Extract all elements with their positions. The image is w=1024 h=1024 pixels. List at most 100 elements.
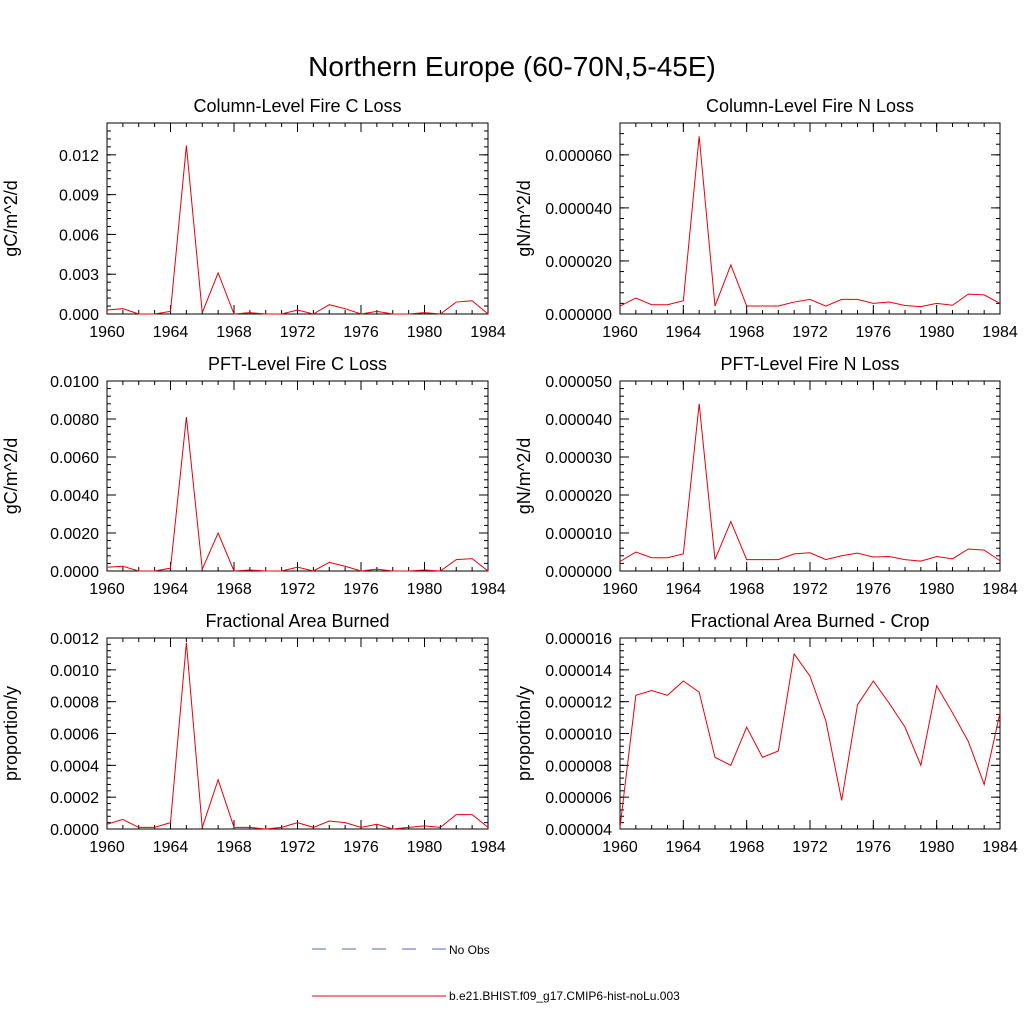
panel-pft-fire-n-loss: PFT-Level Fire N Loss 1960 1964 1968 1972 197… — [514, 354, 1018, 598]
y-tick-label: 0.000060 — [545, 148, 612, 165]
y-axis-label: gC/m^2/d — [1, 438, 21, 514]
y-tick-label: 0.003 — [59, 267, 99, 284]
x-tick-label: 1968 — [729, 839, 765, 856]
y-axis-label: proportion/y — [1, 686, 21, 781]
panel-title: PFT-Level Fire N Loss — [720, 354, 899, 374]
figure-title: Northern Europe (60-70N,5-45E) — [308, 51, 716, 82]
x-tick-label: 1964 — [153, 581, 189, 598]
y-tick-label: 0.000016 — [545, 631, 612, 648]
x-tick-label: 1976 — [856, 324, 892, 341]
series-line — [619, 403, 1001, 562]
y-tick-label: 0.0010 — [50, 663, 99, 680]
y-tick-label: 0.000006 — [545, 790, 612, 807]
x-tick-label: 1972 — [792, 324, 828, 341]
x-tick-label: 1980 — [407, 324, 443, 341]
x-tick-label: 1976 — [856, 839, 892, 856]
x-tick-label: 1968 — [216, 839, 252, 856]
legend-entry-model: b.e21.BHIST.f09_g17.CMIP6-hist-noLu.003 — [312, 989, 680, 1003]
series-line — [106, 642, 489, 830]
y-tick-label: 0.000008 — [545, 758, 612, 775]
panel-column-fire-c-loss: Column-Level Fire C Loss 1960 1964 1968 1972… — [1, 96, 506, 341]
x-tick-label: 1960 — [602, 581, 638, 598]
plot-frame — [619, 122, 1001, 315]
y-tick-label: 0.000012 — [545, 695, 612, 712]
x-tick-label: 1984 — [982, 581, 1018, 598]
series-line — [106, 417, 489, 572]
x-tick-label: 1972 — [280, 324, 316, 341]
series-line — [619, 136, 1001, 308]
x-tick-label: 1984 — [470, 839, 506, 856]
x-tick-label: 1976 — [343, 324, 379, 341]
y-tick-label: 0.000010 — [545, 727, 612, 744]
x-tick-label: 1984 — [982, 324, 1018, 341]
series-line — [619, 652, 1001, 828]
y-tick-label: 0.000000 — [545, 307, 612, 324]
y-tick-label: 0.000020 — [545, 254, 612, 271]
x-tick-label: 1960 — [602, 324, 638, 341]
legend-model-label: b.e21.BHIST.f09_g17.CMIP6-hist-noLu.003 — [449, 989, 680, 1003]
y-tick-label: 0.0004 — [50, 758, 99, 775]
y-tick-label: 0.000030 — [545, 450, 612, 467]
x-tick-label: 1980 — [919, 839, 955, 856]
y-tick-label: 0.0020 — [50, 526, 99, 543]
panel-pft-fire-c-loss: PFT-Level Fire C Loss 1960 1964 1968 1972 197… — [1, 354, 506, 598]
x-tick-label: 1964 — [153, 839, 189, 856]
x-tick-label: 1960 — [89, 581, 125, 598]
y-tick-label: 0.0040 — [50, 488, 99, 505]
x-tick-label: 1972 — [792, 839, 828, 856]
y-axis-label: gC/m^2/d — [1, 180, 21, 256]
y-axis-label: gN/m^2/d — [514, 438, 534, 514]
x-tick-label: 1984 — [982, 839, 1018, 856]
x-tick-label: 1980 — [407, 839, 443, 856]
x-tick-label: 1980 — [919, 581, 955, 598]
y-tick-label: 0.0012 — [50, 631, 99, 648]
y-tick-label: 0.000 — [59, 307, 99, 324]
x-tick-label: 1980 — [919, 324, 955, 341]
panel-title: Column-Level Fire C Loss — [193, 96, 401, 116]
x-tick-label: 1984 — [470, 581, 506, 598]
y-tick-label: 0.000004 — [545, 822, 612, 839]
x-tick-label: 1968 — [729, 324, 765, 341]
y-axis-label: gN/m^2/d — [514, 180, 534, 256]
y-tick-label: 0.009 — [59, 188, 99, 205]
y-axis-label: proportion/y — [514, 686, 534, 781]
x-tick-label: 1964 — [666, 839, 702, 856]
x-tick-label: 1968 — [216, 581, 252, 598]
x-tick-label: 1960 — [602, 839, 638, 856]
panel-title: Column-Level Fire N Loss — [706, 96, 914, 116]
x-tick-label: 1972 — [792, 581, 828, 598]
x-tick-label: 1964 — [666, 324, 702, 341]
x-tick-label: 1972 — [280, 839, 316, 856]
x-tick-label: 1976 — [343, 581, 379, 598]
y-tick-label: 0.000014 — [545, 663, 612, 680]
series-line — [106, 145, 489, 315]
x-tick-label: 1964 — [153, 324, 189, 341]
x-tick-label: 1960 — [89, 324, 125, 341]
y-tick-label: 0.0008 — [50, 695, 99, 712]
y-tick-label: 0.012 — [59, 148, 99, 165]
y-tick-label: 0.000020 — [545, 488, 612, 505]
y-tick-label: 0.000010 — [545, 526, 612, 543]
x-tick-label: 1968 — [216, 324, 252, 341]
x-tick-label: 1976 — [856, 581, 892, 598]
y-tick-label: 0.000040 — [545, 412, 612, 429]
plot-frame — [106, 380, 489, 572]
x-tick-label: 1980 — [407, 581, 443, 598]
panel-fractional-area-burned-crop: Fractional Area Burned - Crop 1960 1964 196… — [514, 611, 1018, 856]
legend-entry-obs: No Obs — [312, 943, 490, 957]
y-tick-label: 0.0080 — [50, 412, 99, 429]
plot-frame — [106, 637, 489, 830]
x-tick-label: 1968 — [729, 581, 765, 598]
x-tick-label: 1976 — [343, 839, 379, 856]
x-tick-label: 1960 — [89, 839, 125, 856]
panel-fractional-area-burned: Fractional Area Burned 1960 1964 1968 1972 19… — [1, 611, 506, 856]
panel-title: Fractional Area Burned — [205, 611, 389, 631]
legend-obs-label: No Obs — [449, 943, 490, 957]
panel-title: PFT-Level Fire C Loss — [208, 354, 387, 374]
y-tick-label: 0.0006 — [50, 727, 99, 744]
panel-title: Fractional Area Burned - Crop — [690, 611, 929, 631]
x-tick-label: 1984 — [470, 324, 506, 341]
legend: No Obs b.e21.BHIST.f09_g17.CMIP6-hist-no… — [312, 943, 680, 1003]
x-tick-label: 1972 — [280, 581, 316, 598]
